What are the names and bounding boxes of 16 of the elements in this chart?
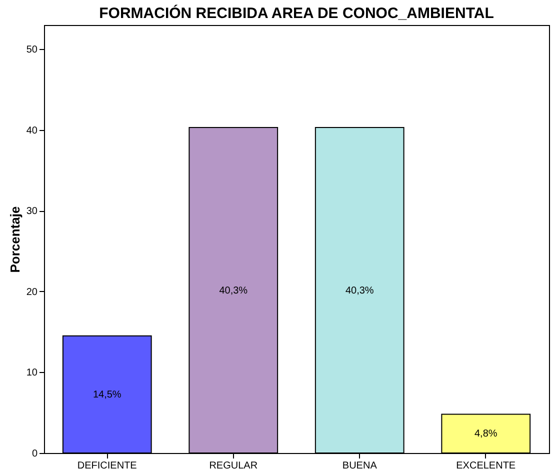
y-tick-label: 30 — [26, 206, 38, 218]
x-tick-label: BUENA — [342, 460, 378, 472]
x-tick-label: EXCELENTE — [456, 460, 516, 472]
x-tick-label: DEFICIENTE — [77, 460, 138, 472]
y-tick-label: 50 — [26, 44, 38, 56]
data-label: 40,3% — [219, 285, 248, 296]
data-label: 14,5% — [92, 389, 122, 400]
data-label: 4,8% — [474, 428, 498, 440]
y-tick-label: 0 — [32, 448, 38, 460]
y-tick-label: 40 — [26, 125, 38, 136]
chart-title: FORMACIÓN RECIBIDA AREA DE CONOC_AMBIENTAL — [99, 4, 494, 22]
x-tick-label: REGULAR — [209, 460, 258, 472]
y-tick-label: 20 — [26, 286, 38, 298]
data-label: 40,3% — [345, 285, 374, 296]
y-tick-label: 10 — [26, 368, 38, 379]
y-axis-title: Porcentaje — [7, 206, 22, 273]
